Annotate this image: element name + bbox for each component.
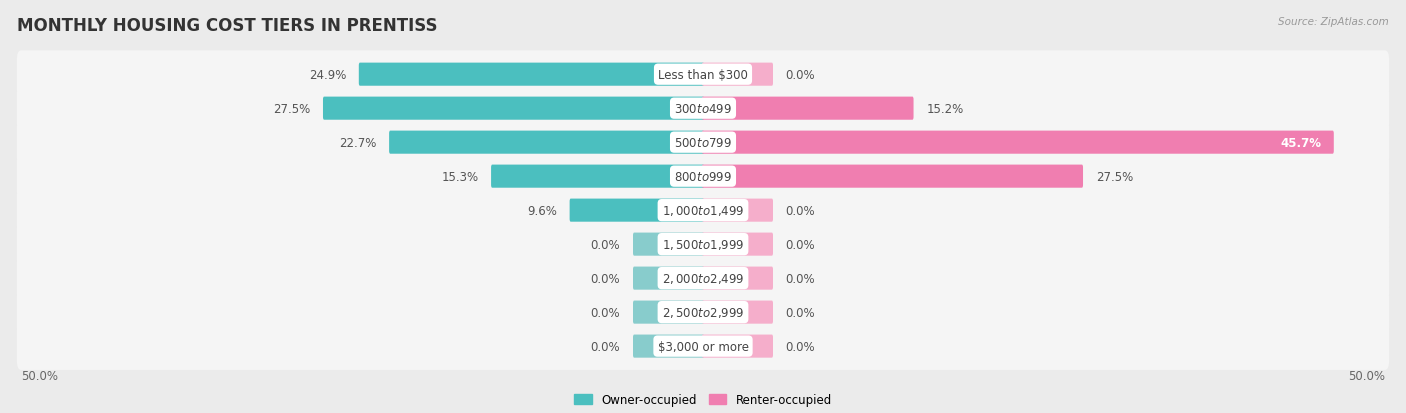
FancyBboxPatch shape bbox=[702, 165, 1083, 188]
FancyBboxPatch shape bbox=[17, 153, 1389, 200]
FancyBboxPatch shape bbox=[702, 233, 773, 256]
Text: $1,500 to $1,999: $1,500 to $1,999 bbox=[662, 237, 744, 252]
Text: 0.0%: 0.0% bbox=[786, 204, 815, 217]
FancyBboxPatch shape bbox=[17, 255, 1389, 302]
Text: 22.7%: 22.7% bbox=[339, 136, 377, 149]
Text: 0.0%: 0.0% bbox=[786, 340, 815, 353]
Text: 27.5%: 27.5% bbox=[273, 102, 311, 115]
Text: 15.3%: 15.3% bbox=[441, 170, 478, 183]
FancyBboxPatch shape bbox=[702, 64, 773, 86]
FancyBboxPatch shape bbox=[17, 323, 1389, 370]
Text: 27.5%: 27.5% bbox=[1095, 170, 1133, 183]
Text: 0.0%: 0.0% bbox=[591, 340, 620, 353]
FancyBboxPatch shape bbox=[17, 85, 1389, 133]
FancyBboxPatch shape bbox=[389, 131, 704, 154]
Text: $500 to $799: $500 to $799 bbox=[673, 136, 733, 149]
FancyBboxPatch shape bbox=[17, 221, 1389, 268]
Text: $1,000 to $1,499: $1,000 to $1,499 bbox=[662, 204, 744, 218]
FancyBboxPatch shape bbox=[633, 267, 704, 290]
Text: 0.0%: 0.0% bbox=[786, 306, 815, 319]
FancyBboxPatch shape bbox=[491, 165, 704, 188]
Text: $2,500 to $2,999: $2,500 to $2,999 bbox=[662, 305, 744, 319]
Text: MONTHLY HOUSING COST TIERS IN PRENTISS: MONTHLY HOUSING COST TIERS IN PRENTISS bbox=[17, 17, 437, 34]
FancyBboxPatch shape bbox=[702, 199, 773, 222]
Text: 0.0%: 0.0% bbox=[786, 238, 815, 251]
Text: 9.6%: 9.6% bbox=[527, 204, 557, 217]
Text: 15.2%: 15.2% bbox=[927, 102, 963, 115]
FancyBboxPatch shape bbox=[702, 131, 1334, 154]
FancyBboxPatch shape bbox=[702, 301, 773, 324]
Text: Source: ZipAtlas.com: Source: ZipAtlas.com bbox=[1278, 17, 1389, 26]
Text: 0.0%: 0.0% bbox=[591, 306, 620, 319]
Text: 50.0%: 50.0% bbox=[21, 369, 58, 382]
FancyBboxPatch shape bbox=[17, 187, 1389, 234]
Text: 0.0%: 0.0% bbox=[786, 272, 815, 285]
FancyBboxPatch shape bbox=[633, 233, 704, 256]
FancyBboxPatch shape bbox=[702, 335, 773, 358]
FancyBboxPatch shape bbox=[633, 301, 704, 324]
Text: 0.0%: 0.0% bbox=[591, 272, 620, 285]
FancyBboxPatch shape bbox=[569, 199, 704, 222]
FancyBboxPatch shape bbox=[359, 64, 704, 86]
Text: $300 to $499: $300 to $499 bbox=[673, 102, 733, 115]
Text: 45.7%: 45.7% bbox=[1281, 136, 1322, 149]
Text: Less than $300: Less than $300 bbox=[658, 69, 748, 81]
Text: 24.9%: 24.9% bbox=[309, 69, 346, 81]
Text: $3,000 or more: $3,000 or more bbox=[658, 340, 748, 353]
FancyBboxPatch shape bbox=[323, 97, 704, 121]
Legend: Owner-occupied, Renter-occupied: Owner-occupied, Renter-occupied bbox=[569, 389, 837, 411]
FancyBboxPatch shape bbox=[17, 51, 1389, 99]
Text: $2,000 to $2,499: $2,000 to $2,499 bbox=[662, 271, 744, 285]
Text: 0.0%: 0.0% bbox=[591, 238, 620, 251]
FancyBboxPatch shape bbox=[702, 97, 914, 121]
Text: 0.0%: 0.0% bbox=[786, 69, 815, 81]
FancyBboxPatch shape bbox=[17, 119, 1389, 166]
Text: $800 to $999: $800 to $999 bbox=[673, 170, 733, 183]
FancyBboxPatch shape bbox=[633, 335, 704, 358]
FancyBboxPatch shape bbox=[702, 267, 773, 290]
FancyBboxPatch shape bbox=[17, 289, 1389, 336]
Text: 50.0%: 50.0% bbox=[1348, 369, 1385, 382]
